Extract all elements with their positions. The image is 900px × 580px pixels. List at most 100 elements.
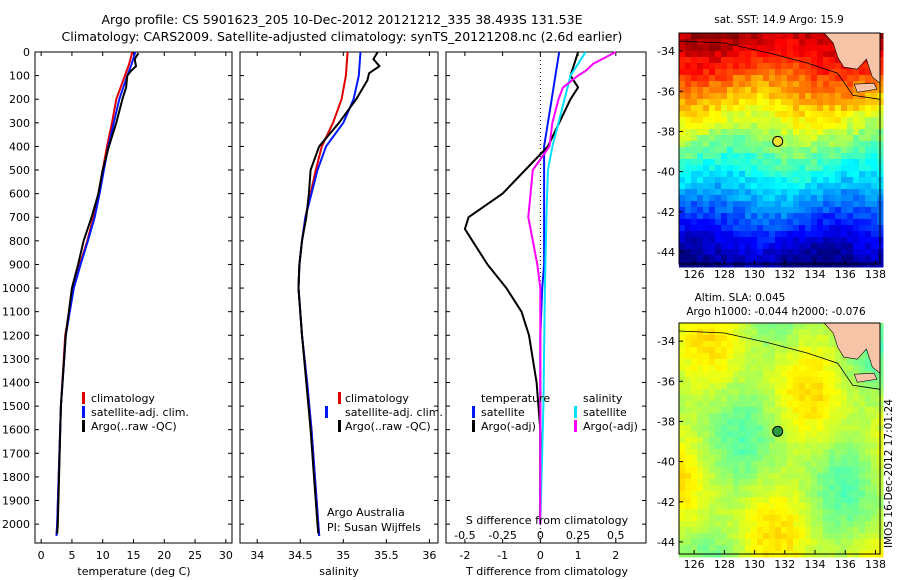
map-cell xyxy=(835,57,842,64)
map-cell xyxy=(721,51,728,58)
map-cell xyxy=(769,503,776,510)
map-cell xyxy=(787,341,794,348)
map-cell xyxy=(853,213,860,220)
map-cell xyxy=(781,189,788,196)
map-cell xyxy=(751,503,758,510)
map-cell xyxy=(715,81,722,88)
map-cell xyxy=(811,177,818,184)
map-cell xyxy=(697,123,704,130)
map-cell xyxy=(811,407,818,414)
map-cell xyxy=(775,341,782,348)
map-cell xyxy=(835,81,842,88)
map-cell xyxy=(679,195,686,202)
map-cell xyxy=(679,141,686,148)
map-cell xyxy=(709,389,716,396)
map-cell xyxy=(871,231,878,238)
map-cell xyxy=(721,431,728,438)
map-cell xyxy=(703,533,710,540)
map-cell xyxy=(679,231,686,238)
map-cell xyxy=(739,189,746,196)
map-cell xyxy=(787,413,794,420)
map-cell xyxy=(745,323,752,330)
map-cell xyxy=(751,335,758,342)
map-cell xyxy=(799,75,806,82)
map-cell xyxy=(691,329,698,336)
map-cell xyxy=(841,545,848,552)
map-cell xyxy=(709,153,716,160)
map-cell xyxy=(739,353,746,360)
map-cell xyxy=(769,147,776,154)
map-cell xyxy=(793,353,800,360)
map-cell xyxy=(847,249,854,256)
map-cell xyxy=(691,45,698,52)
map-cell xyxy=(829,213,836,220)
map-cell xyxy=(691,419,698,426)
map-cell xyxy=(835,461,842,468)
map-cell xyxy=(805,419,812,426)
map-cell xyxy=(793,401,800,408)
map-cell xyxy=(679,189,686,196)
map-cell xyxy=(805,449,812,456)
map-cell xyxy=(739,195,746,202)
map-cell xyxy=(835,545,842,552)
map-cell xyxy=(865,413,872,420)
map-cell xyxy=(835,159,842,166)
map-cell xyxy=(835,105,842,112)
map-cell xyxy=(775,153,782,160)
map-cell xyxy=(859,243,866,250)
y-tick-label: 600 xyxy=(9,188,30,201)
map-cell xyxy=(787,473,794,480)
map-cell xyxy=(847,189,854,196)
map-cell xyxy=(763,93,770,100)
map-cell xyxy=(847,255,854,262)
map-cell xyxy=(787,75,794,82)
map-cell xyxy=(865,485,872,492)
map-cell xyxy=(685,69,692,76)
map-cell xyxy=(817,165,824,172)
map-cell xyxy=(847,431,854,438)
map-cell xyxy=(859,153,866,160)
map-cell xyxy=(775,81,782,88)
map-cell xyxy=(697,539,704,546)
map-cell xyxy=(697,189,704,196)
map-cell xyxy=(721,195,728,202)
map-cell xyxy=(739,407,746,414)
map-cell xyxy=(811,455,818,462)
map-cell xyxy=(793,503,800,510)
map-cell xyxy=(793,123,800,130)
map-cell xyxy=(733,389,740,396)
map-cell xyxy=(739,255,746,262)
map-cell xyxy=(727,171,734,178)
map-cell xyxy=(733,201,740,208)
map-cell xyxy=(829,515,836,522)
map-cell xyxy=(823,509,830,516)
profile-marker xyxy=(772,425,784,437)
map-cell xyxy=(793,485,800,492)
map-cell xyxy=(727,135,734,142)
map-cell xyxy=(847,141,854,148)
map-cell xyxy=(823,479,830,486)
map-cell xyxy=(811,117,818,124)
map-cell xyxy=(739,225,746,232)
map-cell xyxy=(769,527,776,534)
map-cell xyxy=(679,87,686,94)
map-cell xyxy=(847,473,854,480)
map-cell xyxy=(769,39,776,46)
map-cell xyxy=(781,497,788,504)
map-cell xyxy=(817,353,824,360)
map-cell xyxy=(805,401,812,408)
x-tick-label: 34.5 xyxy=(288,549,313,562)
map-cell xyxy=(703,539,710,546)
map-cell xyxy=(799,165,806,172)
map-cell xyxy=(799,63,806,70)
map-cell xyxy=(745,219,752,226)
map-cell xyxy=(817,75,824,82)
map-cell xyxy=(823,395,830,402)
map-cell xyxy=(733,353,740,360)
map-cell xyxy=(685,225,692,232)
map-cell xyxy=(865,473,872,480)
map-cell xyxy=(721,213,728,220)
map-cell xyxy=(775,353,782,360)
map-cell xyxy=(871,419,878,426)
map-cell xyxy=(763,365,770,372)
